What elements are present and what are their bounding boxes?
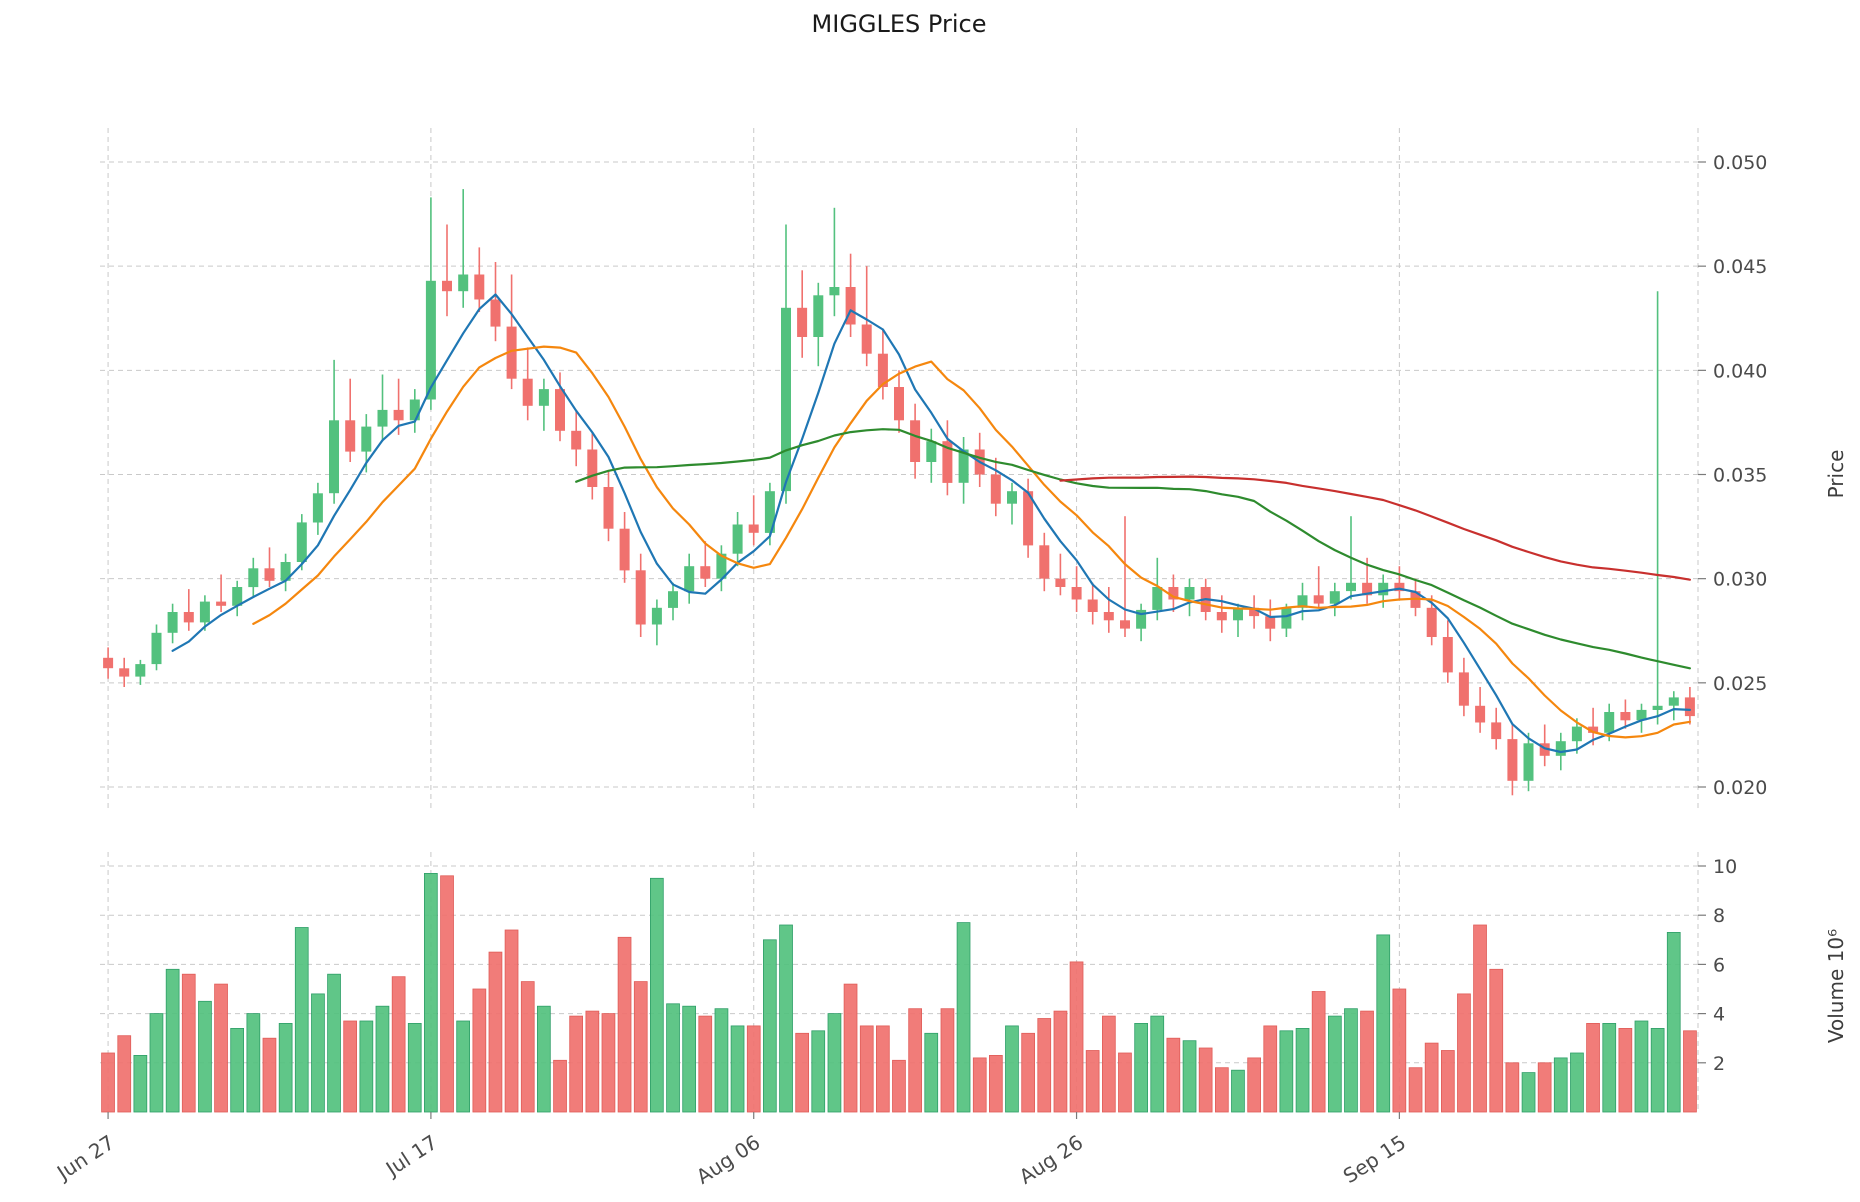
gridlines (100, 128, 1699, 1112)
svg-text:Aug 26: Aug 26 (1015, 1130, 1087, 1189)
svg-text:0.035: 0.035 (1713, 465, 1767, 487)
svg-text:Sep 15: Sep 15 (1339, 1130, 1410, 1188)
chart-title: MIGGLES Price (811, 10, 987, 38)
svg-text:8: 8 (1713, 905, 1725, 927)
svg-text:Jul 17: Jul 17 (380, 1130, 442, 1182)
svg-text:10: 10 (1713, 856, 1737, 878)
candlesticks (103, 189, 1695, 796)
svg-text:Aug 06: Aug 06 (692, 1130, 764, 1189)
price-axis-label: Price (1824, 449, 1848, 499)
svg-text:4: 4 (1713, 1004, 1725, 1026)
svg-text:6: 6 (1713, 954, 1725, 976)
svg-text:2: 2 (1713, 1053, 1725, 1075)
moving-average-lines (171, 293, 1691, 754)
svg-text:0.040: 0.040 (1713, 360, 1767, 382)
svg-text:0.050: 0.050 (1713, 152, 1767, 174)
volume-axis-label: Volume 10⁶ (1824, 928, 1848, 1044)
svg-text:0.030: 0.030 (1713, 569, 1767, 591)
volume-bars (101, 873, 1697, 1113)
svg-text:Jun 27: Jun 27 (51, 1130, 119, 1186)
svg-text:0.045: 0.045 (1713, 256, 1767, 278)
svg-text:0.025: 0.025 (1713, 673, 1767, 695)
svg-text:0.020: 0.020 (1713, 777, 1767, 799)
